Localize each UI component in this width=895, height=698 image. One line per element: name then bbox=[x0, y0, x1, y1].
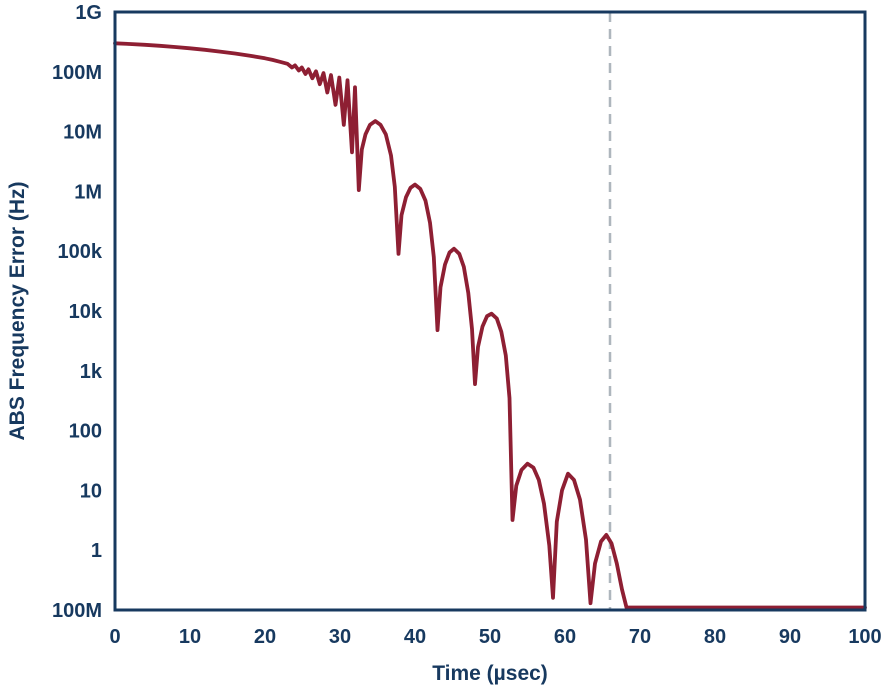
error-curve bbox=[113, 41, 867, 610]
x-tick-label: 10 bbox=[179, 626, 201, 648]
y-tick-label: 100 bbox=[69, 421, 102, 443]
y-tick-label: 100k bbox=[58, 241, 103, 263]
y-tick-label: 100M bbox=[52, 600, 102, 622]
y-tick-label: 1k bbox=[80, 361, 103, 383]
x-tick-label: 40 bbox=[404, 626, 426, 648]
y-tick-label: 10 bbox=[80, 480, 102, 502]
y-tick-label: 1G bbox=[75, 2, 102, 24]
x-tick-label: 80 bbox=[704, 626, 726, 648]
x-tick-label: 70 bbox=[629, 626, 651, 648]
y-tick-label: 1 bbox=[91, 540, 102, 562]
x-tick-label: 60 bbox=[554, 626, 576, 648]
y-tick-label: 1M bbox=[74, 181, 102, 203]
y-tick-label: 10M bbox=[63, 122, 102, 144]
x-tick-label: 0 bbox=[109, 626, 120, 648]
x-tick-label: 30 bbox=[329, 626, 351, 648]
x-axis-title: Time (µsec) bbox=[432, 662, 548, 685]
x-tick-label: 90 bbox=[779, 626, 801, 648]
y-axis-title: ABS Frequency Error (Hz) bbox=[6, 181, 29, 440]
x-tick-label: 50 bbox=[479, 626, 501, 648]
plot-frame bbox=[113, 10, 867, 612]
y-tick-label: 100M bbox=[52, 62, 102, 84]
x-tick-label: 100 bbox=[848, 626, 881, 648]
y-tick-label: 10k bbox=[69, 301, 103, 323]
x-tick-label: 20 bbox=[254, 626, 276, 648]
